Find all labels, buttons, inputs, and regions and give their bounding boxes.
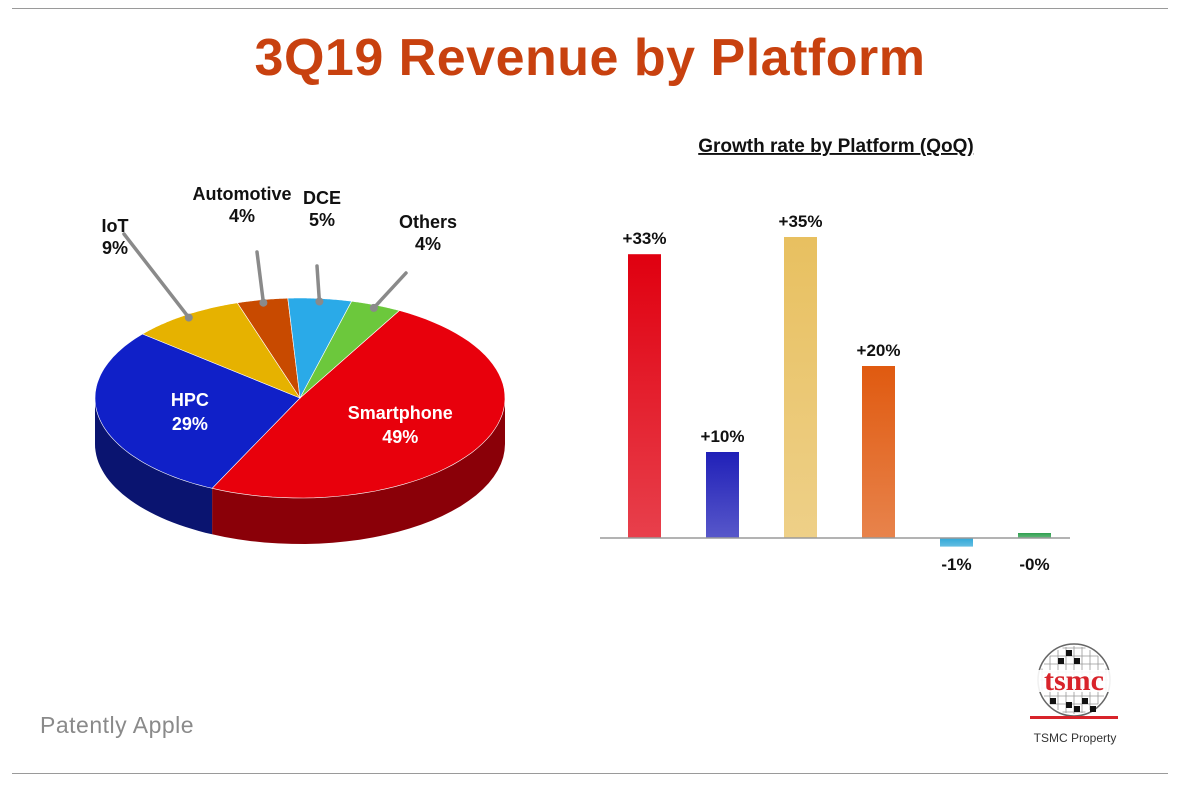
pie-chart: Smartphone49%HPC29%IoT9%Automotive4%DCE5… xyxy=(94,184,506,544)
bar-value-dce: -1% xyxy=(941,555,971,574)
bar-hpc xyxy=(706,452,739,538)
leader-dot-automotive xyxy=(259,298,268,307)
pie-value-smartphone: 49% xyxy=(382,427,418,447)
wafer-die xyxy=(1082,698,1088,704)
bar-chart: Growth rate by Platform (QoQ) +33%+10%+3… xyxy=(600,136,1070,574)
bar-value-smartphone: +33% xyxy=(623,229,667,248)
leader-dot-dce xyxy=(315,297,324,306)
pie-slice-smartphone xyxy=(211,310,506,499)
bar-value-hpc: +10% xyxy=(701,427,745,446)
wafer-die xyxy=(1074,658,1080,664)
pie-label-hpc: HPC xyxy=(171,390,209,410)
pie-label-automotive: Automotive xyxy=(193,184,292,204)
wafer-die xyxy=(1058,658,1064,664)
pie-tops xyxy=(94,297,506,499)
tsmc-logo: tsmc xyxy=(1028,643,1120,719)
leader-line-dce xyxy=(315,264,322,304)
top-rule xyxy=(12,8,1168,9)
wafer-die xyxy=(1066,702,1072,708)
bar-smartphone xyxy=(628,254,661,538)
bar-value-others: -0% xyxy=(1019,555,1049,574)
leader-dot-iot xyxy=(184,313,193,322)
leader-line-iot xyxy=(122,232,191,320)
pie-value-iot: 9% xyxy=(102,238,128,258)
bar-value-labels: +33% +10% +35% +20% -1% -0% xyxy=(623,212,1050,574)
pie-leader-lines xyxy=(122,232,408,322)
pie-sides xyxy=(95,398,505,544)
logo-underline xyxy=(1030,716,1118,719)
wafer-die xyxy=(1050,698,1056,704)
bar-value-automotive: +20% xyxy=(857,341,901,360)
bar-iot xyxy=(784,237,817,538)
pie-label-others: Others xyxy=(399,212,457,232)
logo-text: tsmc xyxy=(1044,664,1104,697)
pie-value-others: 4% xyxy=(415,234,441,254)
wafer-die xyxy=(1090,706,1096,712)
leader-line-automotive xyxy=(255,250,266,305)
bottom-rule xyxy=(12,773,1168,774)
pie-labels: Smartphone49%HPC29%IoT9%Automotive4%DCE5… xyxy=(102,184,458,447)
bar-dce xyxy=(940,538,973,547)
pie-side-hpc xyxy=(95,398,213,535)
pie-side-smartphone xyxy=(212,398,505,544)
pie-value-hpc: 29% xyxy=(172,414,208,434)
bar-value-iot: +35% xyxy=(779,212,823,231)
pie-slice-hpc xyxy=(94,333,301,489)
pie-label-iot: IoT xyxy=(102,216,129,236)
logo-caption: TSMC Property xyxy=(1033,731,1117,745)
wafer-die xyxy=(1074,706,1080,712)
wafer-dies xyxy=(1050,650,1096,712)
bar-others xyxy=(1018,533,1051,538)
bars xyxy=(628,237,1051,547)
pie-value-dce: 5% xyxy=(309,210,335,230)
pie-label-dce: DCE xyxy=(303,188,341,208)
watermark: Patently Apple xyxy=(40,712,195,738)
pie-value-automotive: 4% xyxy=(229,206,255,226)
pie-label-smartphone: Smartphone xyxy=(348,403,453,423)
wafer-die xyxy=(1066,650,1072,656)
page-title: 3Q19 Revenue by Platform xyxy=(254,29,926,87)
leader-dot-others xyxy=(369,303,378,312)
leader-line-others xyxy=(372,271,408,310)
bar-automotive xyxy=(862,366,895,538)
logo-text-bg xyxy=(1028,670,1120,692)
bar-chart-title: Growth rate by Platform (QoQ) xyxy=(698,136,974,157)
